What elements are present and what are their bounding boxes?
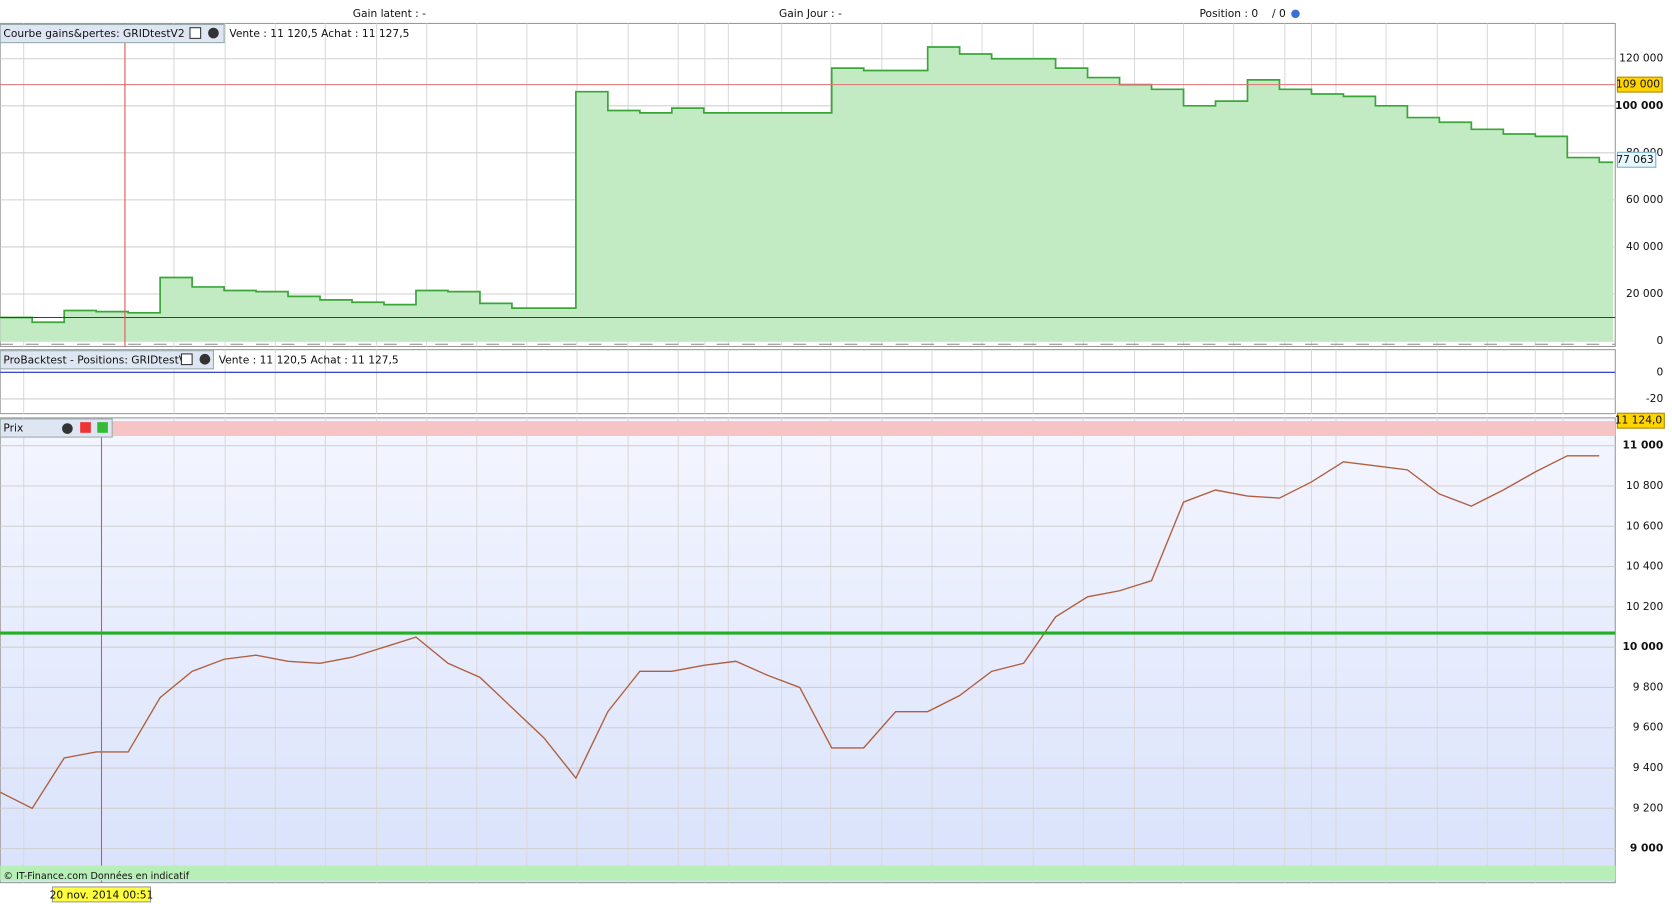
y-tick-label: 9 800 — [1633, 680, 1664, 693]
y-tick-label: 10 800 — [1626, 479, 1664, 492]
top-bar — [0, 0, 1672, 24]
panel-title: ProBacktest - Positions: GRIDtestV2 — [3, 353, 192, 366]
current-box — [1616, 151, 1657, 168]
y-tick-label: 0 — [1656, 334, 1663, 347]
y-tick-label: 10 200 — [1626, 600, 1664, 613]
y-tick-label: 100 000 — [1615, 99, 1663, 112]
window-icon[interactable] — [189, 27, 202, 39]
grid — [0, 23, 1616, 883]
gain-latent: Gain latent : - — [353, 7, 426, 20]
close-icon[interactable] — [62, 423, 73, 434]
y-tick-label: 20 000 — [1626, 287, 1664, 300]
panel-header — [0, 350, 214, 370]
positions-panel — [0, 349, 1616, 415]
y-tick-label: 10 600 — [1626, 519, 1664, 532]
y-tick-label: 10 400 — [1626, 560, 1664, 573]
current-label: 77 063 — [1616, 153, 1653, 166]
add-icon[interactable] — [97, 422, 108, 433]
gain-jour: Gain Jour : - — [779, 7, 842, 20]
y-tick-label: 0 — [1656, 365, 1663, 378]
panel-title: Prix — [3, 422, 23, 435]
y-tick-label: 60 000 — [1626, 193, 1664, 206]
footer: © IT-Finance.com Données en indicatif — [3, 871, 189, 882]
quote: Vente : 11 120,5 Achat : 11 127,5 — [219, 353, 399, 366]
y-tick-label: 9 600 — [1633, 721, 1664, 734]
sell-strip — [0, 421, 1616, 437]
last-label: 11 124,0 — [1615, 414, 1663, 427]
cursor-date: 20 nov. 2014 00:51 — [50, 888, 154, 901]
y-tick-label: 40 000 — [1626, 240, 1664, 253]
buy-strip — [0, 865, 1616, 881]
y-tick-label: 11 000 — [1622, 439, 1663, 452]
quote: Vente : 11 120,5 Achat : 11 127,5 — [229, 27, 409, 40]
cursor-date-box — [51, 886, 152, 903]
reference-label: 109 000 — [1616, 78, 1660, 91]
y-tick-label: 9 400 — [1633, 761, 1664, 774]
plots — [0, 46, 1616, 810]
reference-box — [1616, 76, 1663, 93]
add-icon[interactable] — [80, 422, 91, 433]
close-icon[interactable] — [208, 27, 219, 39]
y-tick-label: 10 000 — [1622, 640, 1663, 653]
close-icon[interactable] — [199, 353, 211, 365]
price-line — [0, 455, 1600, 810]
x-axis — [0, 883, 1616, 904]
equity-area — [0, 46, 1614, 342]
position: Position : 0 — [1200, 7, 1259, 20]
y-tick-label: 120 000 — [1619, 52, 1663, 65]
panel-title: Courbe gains&pertes: GRIDtestV2 — [3, 27, 184, 40]
panel-header — [0, 23, 225, 44]
equity-line — [0, 46, 1614, 324]
position-total: / 0 — [1272, 7, 1286, 20]
window-icon[interactable] — [180, 353, 193, 366]
price-panel — [0, 417, 1616, 884]
y-tick-label: -20 — [1646, 392, 1664, 405]
y-tick-label: 9 000 — [1630, 842, 1663, 855]
last-box — [1616, 412, 1665, 429]
settings-icon[interactable] — [1291, 9, 1300, 19]
y-tick-label: 9 200 — [1633, 801, 1664, 814]
